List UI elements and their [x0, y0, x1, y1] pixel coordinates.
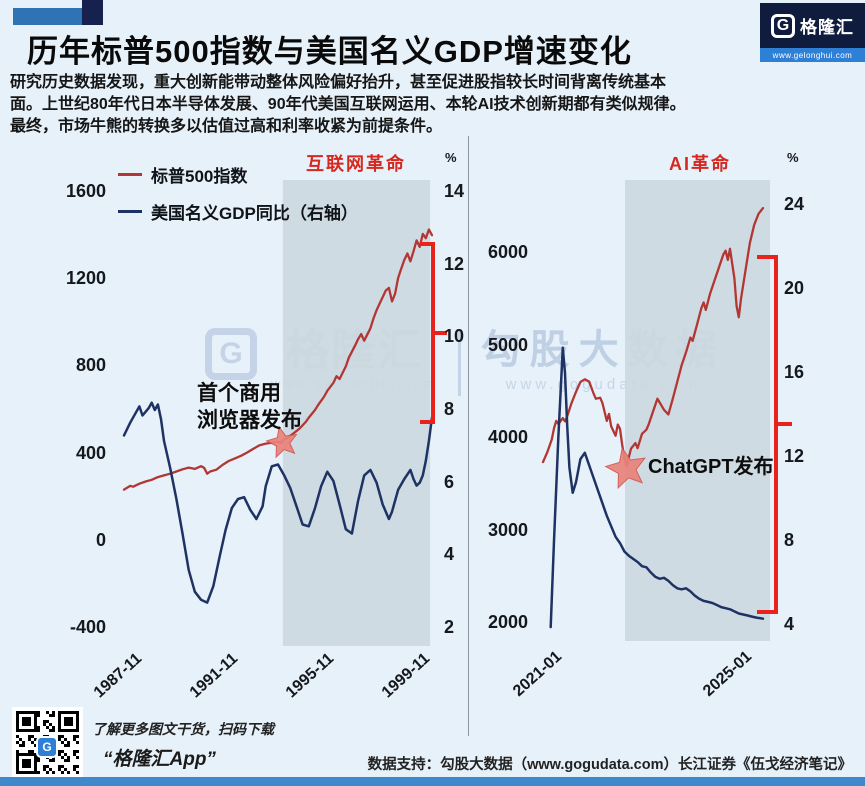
bottom-accent-strip: [0, 777, 865, 786]
legend-item-sp500: 标普500指数: [118, 162, 358, 187]
band-label-ai: AI革命: [669, 154, 731, 174]
brand-logo-url-bar: www.gelonghui.com: [760, 48, 865, 62]
range-bracket-0: [420, 242, 447, 424]
intro-line-3: 最终，市场牛熊的转换多以估值过高和利率收紧为前提条件。: [10, 118, 443, 135]
accent-bar-navy: [82, 0, 103, 25]
annotation-first-browser-line2: 浏览器发布: [197, 409, 302, 432]
page-title: 历年标普500指数与美国名义GDP增速变化: [27, 34, 632, 69]
percent-unit-left-chart: %: [445, 150, 457, 165]
data-support-note: 数据支持：勾股大数据（www.gogudata.com）长江证券《伍戈经济笔记》: [367, 757, 852, 773]
legend-item-gdp: 美国名义GDP同比（右轴）: [118, 199, 358, 224]
intro-line-2: 面。上世纪80年代日本半导体发展、90年代美国互联网运用、本轮AI技术创新期都有…: [10, 96, 686, 113]
charts-divider-line: [468, 136, 469, 736]
intro-paragraph: 研究历史数据发现，重大创新能带动整体风险偏好抬升，甚至促进股指较长时间背离传统基…: [10, 72, 750, 138]
gdp-line-0: [122, 401, 434, 604]
qr-center-g-icon: G: [36, 736, 58, 758]
sp500-line-0: [122, 228, 434, 491]
range-bracket-1: [757, 255, 792, 614]
percent-unit-right-chart: %: [787, 150, 799, 165]
sp500-line-1: [541, 206, 765, 468]
legend-swatch-sp500: [118, 173, 142, 176]
annotation-first-browser: 首个商用 浏览器发布: [197, 380, 302, 434]
band-label-internet: 互联网革命: [306, 154, 406, 174]
legend: 标普500指数 美国名义GDP同比（右轴）: [118, 162, 358, 224]
event-star-1: [604, 446, 646, 490]
legend-swatch-gdp: [118, 210, 142, 213]
legend-label-sp500: 标普500指数: [151, 167, 248, 186]
gelonghui-g-icon: G: [771, 13, 795, 38]
brand-logo: G 格隆汇 www.gelonghui.com: [760, 3, 865, 62]
annotation-chatgpt: ChatGPT发布: [648, 456, 774, 478]
legend-label-gdp: 美国名义GDP同比（右轴）: [151, 204, 358, 223]
intro-line-1: 研究历史数据发现，重大创新能带动整体风险偏好抬升，甚至促进股指较长时间背离传统基…: [10, 74, 667, 91]
highlight-band-1: [625, 180, 771, 641]
highlight-band-0: [282, 180, 431, 646]
app-name: “格隆汇App”: [103, 749, 216, 770]
event-star-0: [265, 425, 298, 459]
brand-url: www.gelonghui.com: [772, 50, 853, 60]
qr-caption: 了解更多图文干货，扫码下载: [92, 721, 274, 737]
annotation-first-browser-line1: 首个商用: [197, 382, 281, 405]
gdp-line-1: [549, 346, 765, 629]
brand-logo-top: G 格隆汇: [760, 3, 865, 48]
brand-name: 格隆汇: [800, 18, 854, 37]
accent-bar-blue: [13, 8, 82, 25]
